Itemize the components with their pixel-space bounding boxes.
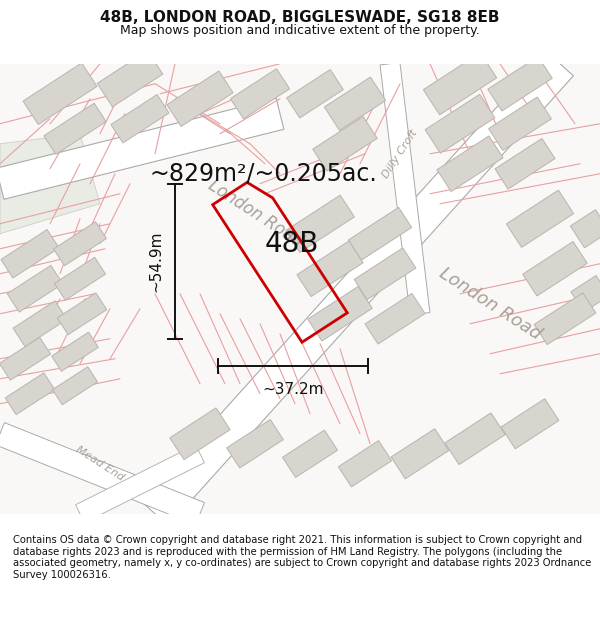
Polygon shape bbox=[230, 69, 290, 119]
Polygon shape bbox=[445, 413, 505, 464]
Text: 48B, LONDON ROAD, BIGGLESWADE, SG18 8EB: 48B, LONDON ROAD, BIGGLESWADE, SG18 8EB bbox=[100, 10, 500, 25]
Text: Contains OS data © Crown copyright and database right 2021. This information is : Contains OS data © Crown copyright and d… bbox=[13, 535, 592, 580]
Polygon shape bbox=[349, 208, 412, 260]
Polygon shape bbox=[55, 258, 106, 300]
Polygon shape bbox=[227, 419, 283, 468]
Polygon shape bbox=[286, 195, 355, 252]
Polygon shape bbox=[437, 136, 503, 191]
Polygon shape bbox=[0, 338, 50, 380]
Polygon shape bbox=[534, 293, 596, 344]
Polygon shape bbox=[111, 94, 169, 143]
Polygon shape bbox=[313, 116, 377, 171]
Polygon shape bbox=[488, 97, 551, 151]
Text: London Road: London Road bbox=[436, 264, 544, 343]
Text: 48B: 48B bbox=[265, 230, 319, 258]
Text: ~37.2m: ~37.2m bbox=[262, 382, 324, 397]
Polygon shape bbox=[501, 399, 559, 449]
Polygon shape bbox=[52, 367, 98, 405]
Polygon shape bbox=[53, 222, 106, 266]
Polygon shape bbox=[0, 98, 284, 199]
Polygon shape bbox=[425, 94, 495, 153]
Polygon shape bbox=[325, 77, 386, 131]
Polygon shape bbox=[506, 190, 574, 248]
Polygon shape bbox=[571, 276, 600, 312]
Polygon shape bbox=[13, 301, 67, 347]
Text: London Road: London Road bbox=[205, 177, 305, 251]
Text: ~54.9m: ~54.9m bbox=[148, 231, 163, 292]
Polygon shape bbox=[354, 248, 416, 299]
Polygon shape bbox=[338, 441, 392, 487]
Polygon shape bbox=[365, 293, 425, 344]
Polygon shape bbox=[142, 52, 574, 526]
Polygon shape bbox=[52, 332, 98, 371]
Polygon shape bbox=[23, 63, 97, 124]
Polygon shape bbox=[7, 266, 63, 312]
Polygon shape bbox=[495, 138, 555, 189]
Text: Dilly Croft: Dilly Croft bbox=[380, 127, 419, 180]
Polygon shape bbox=[170, 408, 230, 459]
Polygon shape bbox=[57, 293, 107, 334]
Polygon shape bbox=[1, 229, 59, 278]
Polygon shape bbox=[0, 422, 205, 525]
Polygon shape bbox=[308, 286, 372, 341]
Polygon shape bbox=[76, 445, 205, 522]
Polygon shape bbox=[523, 241, 587, 296]
Polygon shape bbox=[571, 209, 600, 248]
Text: ~829m²/~0.205ac.: ~829m²/~0.205ac. bbox=[150, 162, 378, 186]
Polygon shape bbox=[283, 430, 338, 478]
Polygon shape bbox=[5, 373, 55, 414]
Polygon shape bbox=[0, 134, 100, 234]
Polygon shape bbox=[424, 52, 497, 115]
Text: Mead End: Mead End bbox=[74, 444, 126, 483]
Polygon shape bbox=[391, 429, 449, 479]
Polygon shape bbox=[167, 71, 233, 126]
Polygon shape bbox=[44, 103, 106, 154]
Polygon shape bbox=[297, 241, 363, 296]
Polygon shape bbox=[287, 69, 343, 118]
Polygon shape bbox=[488, 56, 552, 111]
Polygon shape bbox=[380, 62, 430, 315]
Polygon shape bbox=[97, 51, 163, 107]
Text: Map shows position and indicative extent of the property.: Map shows position and indicative extent… bbox=[120, 24, 480, 37]
